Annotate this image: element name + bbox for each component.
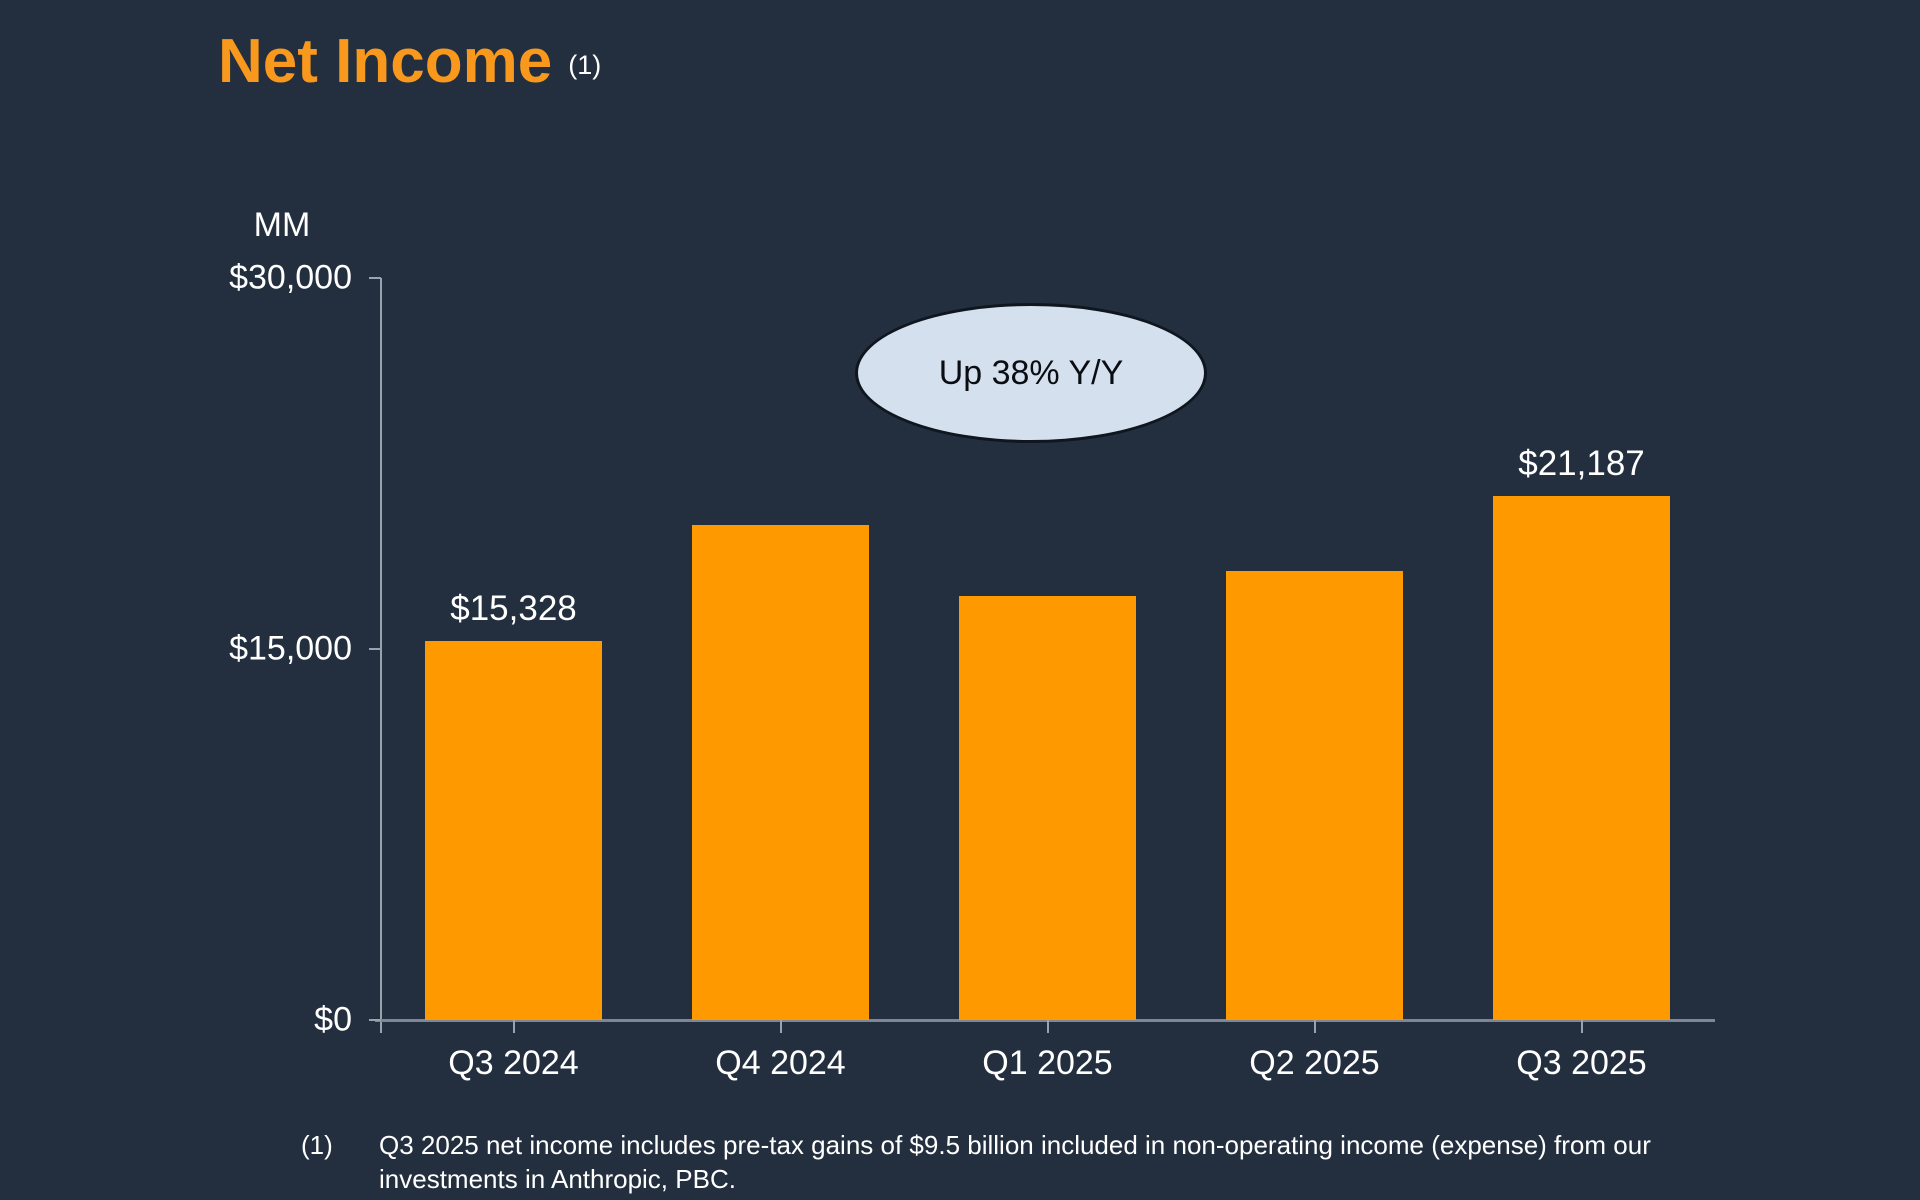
y-axis-tick bbox=[369, 277, 381, 279]
footnote-text: Q3 2025 net income includes pre-tax gain… bbox=[379, 1130, 1651, 1194]
y-axis-tick-label: $30,000 bbox=[229, 258, 352, 297]
bar-value-label-q3-2024: $15,328 bbox=[450, 588, 577, 628]
x-axis-category-label-q3-2024: Q3 2024 bbox=[448, 1044, 579, 1082]
bar-q3-2025 bbox=[1493, 495, 1670, 1020]
y-axis-tick-label: $0 bbox=[314, 1000, 352, 1039]
y-axis-tick bbox=[369, 1019, 381, 1021]
title-footnote-reference: (1) bbox=[568, 50, 602, 80]
y-axis-tick bbox=[369, 648, 381, 650]
bar-q3-2024 bbox=[425, 640, 602, 1020]
x-axis-category-label-q1-2025: Q1 2025 bbox=[982, 1044, 1113, 1082]
bar-q1-2025 bbox=[959, 596, 1136, 1020]
y-axis-line bbox=[380, 278, 382, 1033]
x-axis-tick bbox=[1046, 1020, 1049, 1033]
bar-value-label-q3-2025: $21,187 bbox=[1518, 443, 1645, 483]
footnote-marker: (1) bbox=[301, 1130, 333, 1160]
footnote: (1) Q3 2025 net income includes pre-tax … bbox=[301, 1128, 1697, 1196]
bar-q2-2025 bbox=[1226, 570, 1403, 1020]
x-axis-baseline bbox=[375, 1019, 1715, 1022]
annotation-ellipse: Up 38% Y/Y bbox=[855, 303, 1207, 443]
bar-q4-2024 bbox=[692, 525, 869, 1020]
x-axis-tick bbox=[1580, 1020, 1583, 1033]
x-axis-tick bbox=[512, 1020, 515, 1033]
x-axis-category-label-q3-2025: Q3 2025 bbox=[1516, 1044, 1647, 1082]
x-axis-tick bbox=[779, 1020, 782, 1033]
x-axis-tick bbox=[1313, 1020, 1316, 1033]
x-axis-category-label-q2-2025: Q2 2025 bbox=[1249, 1044, 1380, 1082]
y-axis-tick-label: $15,000 bbox=[229, 629, 352, 668]
title-row: Net Income (1) bbox=[218, 26, 601, 97]
x-axis-category-label-q4-2024: Q4 2024 bbox=[715, 1044, 846, 1082]
annotation-text: Up 38% Y/Y bbox=[938, 353, 1124, 392]
page-title: Net Income bbox=[218, 27, 553, 96]
y-axis-unit-label: MM bbox=[253, 206, 311, 244]
